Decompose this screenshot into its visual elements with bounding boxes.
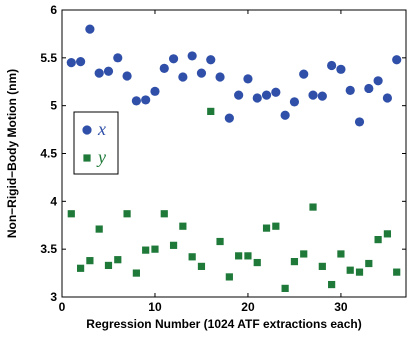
x-series-point [113, 53, 123, 63]
x-series-point [289, 97, 300, 107]
x-series-point [150, 86, 160, 96]
y-axis-label: Non−Rigid−Body Motion (nm) [5, 69, 19, 238]
y-series-point [67, 210, 75, 218]
y-tick-label: 4 [50, 194, 57, 208]
y-series-point [160, 210, 168, 218]
x-series-point [215, 72, 225, 82]
y-series-point [337, 250, 345, 258]
y-series-point [132, 269, 140, 277]
x-series-point [345, 85, 355, 95]
y-series-point [95, 225, 103, 233]
y-series-point [169, 241, 178, 249]
x-tick-label: 30 [334, 300, 348, 314]
legend-marker [82, 125, 92, 135]
x-series-point [94, 68, 104, 78]
x-series-point [261, 90, 272, 100]
y-series-point [76, 264, 85, 272]
x-series-point [187, 51, 197, 61]
legend-marker [83, 154, 91, 162]
y-series-point [244, 252, 252, 260]
x-series-point [243, 74, 253, 84]
legend-box [73, 111, 119, 175]
y-series-point [235, 252, 243, 260]
x-series-point [75, 57, 86, 67]
y-series-point [216, 237, 224, 246]
y-tick-label: 6 [50, 3, 57, 17]
x-series-point [131, 96, 141, 106]
y-series-point [393, 268, 401, 276]
y-series-point [281, 284, 289, 292]
y-series-point [207, 107, 215, 116]
x-series-point [66, 58, 76, 68]
y-series-point [383, 230, 392, 238]
x-series-point [103, 66, 114, 76]
y-series-point [262, 224, 271, 232]
y-series-point [86, 257, 94, 265]
x-series-point [280, 110, 290, 120]
y-series-point [253, 258, 261, 267]
x-series-point [299, 69, 309, 79]
y-tick-label: 3.5 [40, 242, 57, 256]
y-series-point [188, 253, 196, 261]
y-series-point [309, 203, 317, 211]
y-series-point [290, 258, 299, 266]
x-series-point [224, 113, 234, 123]
x-series-point [271, 87, 281, 97]
x-series-point [122, 71, 132, 81]
y-series-point [197, 262, 206, 270]
x-series-point [336, 64, 346, 74]
x-series-point [308, 90, 318, 100]
x-series-point [178, 72, 188, 82]
y-series-point [300, 250, 308, 258]
x-axis-label: Regression Number (1024 ATF extractions … [86, 317, 361, 331]
y-series-point [355, 268, 364, 276]
y-series-point [365, 259, 373, 268]
y-series-point [179, 222, 187, 230]
y-tick-label: 4.5 [40, 147, 57, 161]
x-series-point [168, 54, 179, 64]
y-series-point [104, 261, 113, 270]
x-series-point [392, 55, 402, 65]
x-series-point [354, 117, 365, 127]
y-tick-label: 3 [50, 290, 57, 304]
x-series-point [364, 83, 374, 94]
x-series-point [159, 63, 169, 73]
legend-label: y [96, 147, 106, 167]
x-tick-label: 10 [148, 300, 162, 314]
y-series-point [123, 210, 131, 218]
y-series-point [346, 266, 354, 274]
x-series-point [141, 95, 151, 105]
x-series-point [85, 24, 95, 34]
x-tick-label: 0 [59, 300, 66, 314]
y-series-point [225, 273, 233, 281]
legend-label: x [97, 119, 106, 139]
y-series-point [272, 222, 280, 230]
x-series-point [317, 91, 327, 101]
x-series-point [373, 76, 383, 86]
y-series-point [142, 246, 150, 254]
x-series-point [382, 93, 393, 103]
x-series-point [327, 60, 337, 71]
y-series-point [151, 245, 159, 253]
y-series-point [328, 280, 336, 289]
x-series-point [234, 90, 244, 100]
y-series-point [374, 236, 382, 244]
x-series-point [206, 55, 216, 65]
y-tick-label: 5 [50, 99, 57, 113]
x-series-point [196, 68, 207, 78]
y-tick-label: 5.5 [40, 51, 57, 65]
y-series-point [318, 262, 326, 270]
y-series-point [114, 256, 122, 264]
x-tick-label: 20 [241, 300, 255, 314]
x-series-point [252, 93, 262, 103]
